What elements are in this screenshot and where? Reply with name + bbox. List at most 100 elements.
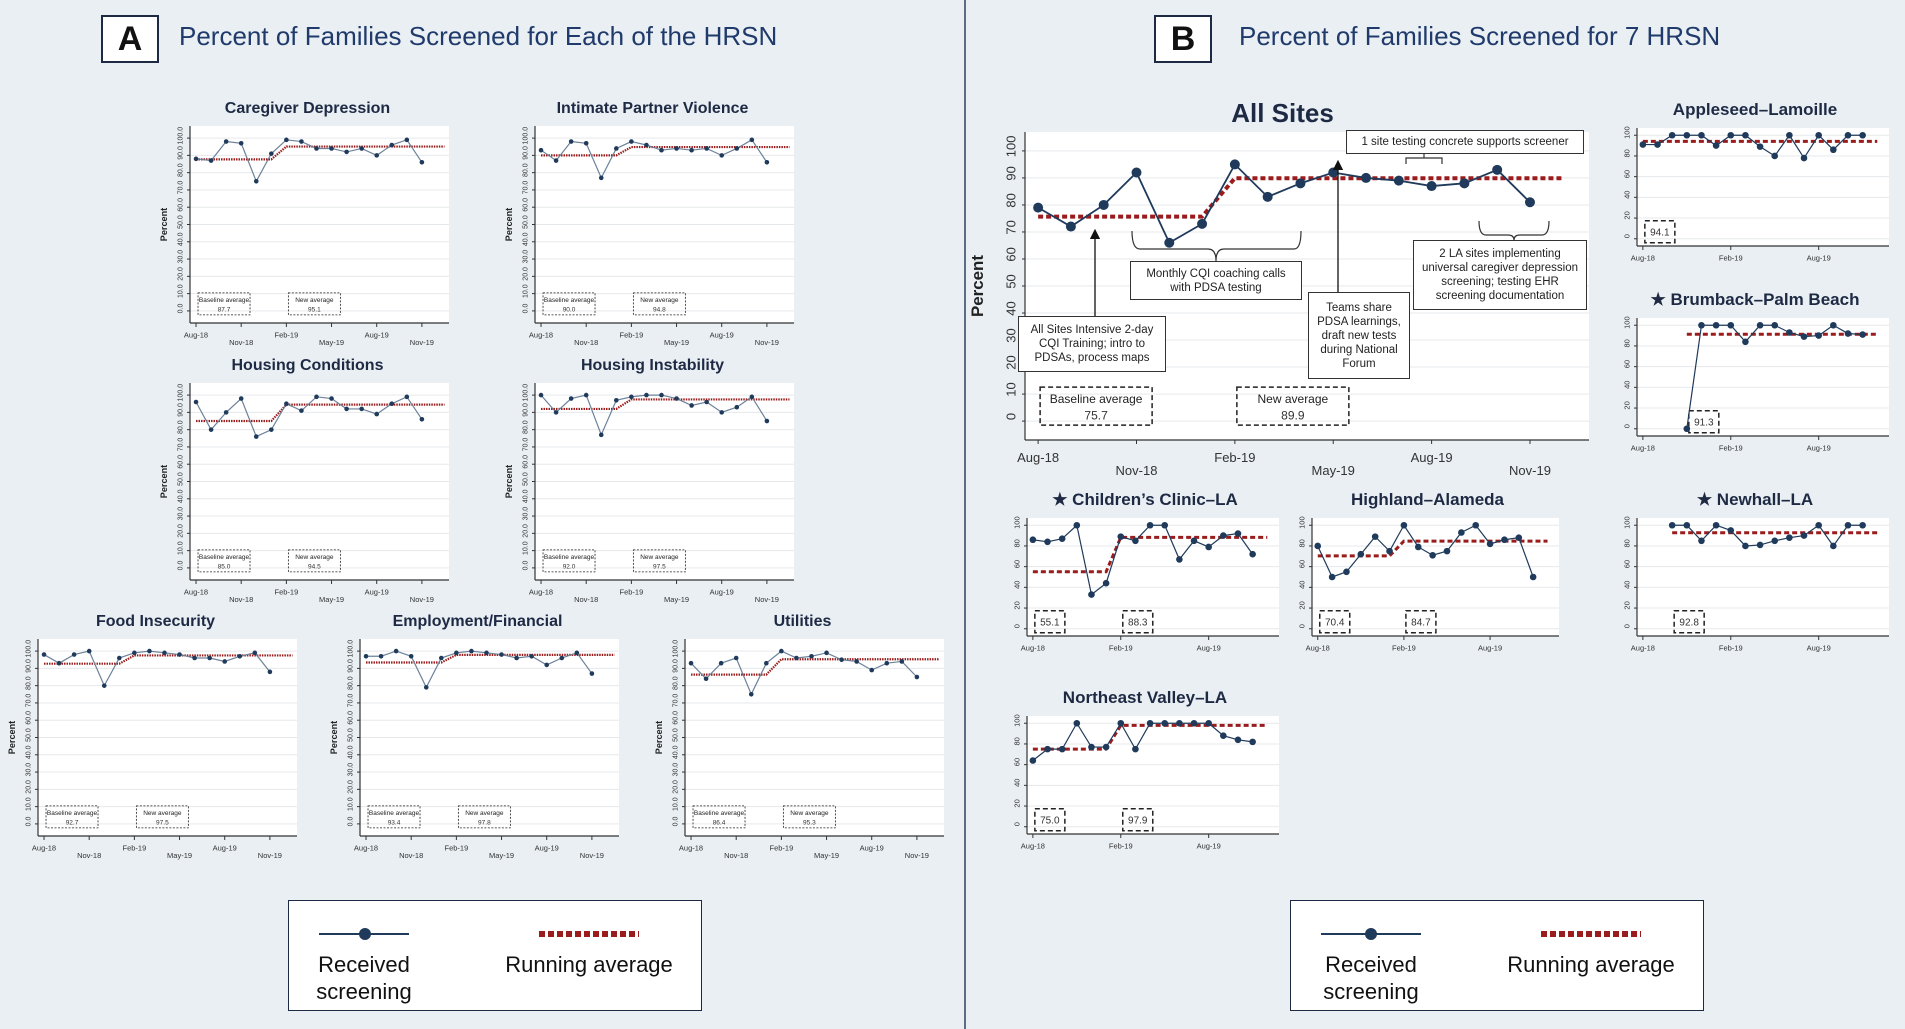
chart-food: Food Insecurity 0.0 10.0 20.0 30.0 40.0 50.0 60… bbox=[8, 613, 303, 868]
y-tick-label: 80 bbox=[1297, 539, 1306, 547]
chart-title: Caregiver Depression bbox=[160, 100, 455, 118]
chart-title-text: Housing Conditions bbox=[231, 357, 384, 374]
average-label-title: Baseline average bbox=[694, 810, 745, 817]
data-point bbox=[419, 416, 425, 422]
data-point bbox=[1844, 131, 1852, 139]
data-point bbox=[794, 655, 799, 661]
y-tick-label: 40.0 bbox=[26, 745, 33, 759]
data-point bbox=[1426, 181, 1437, 192]
y-tick-label: 20.0 bbox=[523, 267, 530, 281]
legend-series-icon bbox=[1321, 928, 1421, 940]
data-point bbox=[1058, 535, 1066, 543]
data-point bbox=[629, 394, 634, 400]
y-tick-label: 100.0 bbox=[673, 640, 680, 658]
data-point bbox=[574, 650, 580, 656]
chart-title-text: All Sites bbox=[1231, 98, 1334, 128]
x-tick-label: Aug-19 bbox=[1807, 644, 1831, 653]
data-point bbox=[359, 406, 364, 412]
data-point bbox=[703, 676, 709, 682]
data-point bbox=[1515, 534, 1523, 541]
data-point bbox=[1815, 521, 1822, 529]
panel-b-letter: B bbox=[1154, 15, 1212, 63]
plot: 0 20 40 60 80 100 Aug-18 Feb-19 Aug-19 70.4 84.7 bbox=[1297, 516, 1559, 653]
data-point bbox=[1815, 332, 1822, 339]
x-tick-label: May-19 bbox=[814, 851, 839, 860]
data-point bbox=[1859, 331, 1866, 338]
average-label-value: 86.4 bbox=[713, 820, 726, 827]
y-tick-label: 20.0 bbox=[673, 780, 680, 794]
x-tick-label: Feb-19 bbox=[1719, 644, 1743, 653]
chart-title: Food Insecurity bbox=[8, 613, 303, 631]
average-label-title: New average bbox=[465, 810, 504, 817]
average-label-box bbox=[135, 805, 189, 829]
data-point bbox=[1771, 321, 1779, 329]
data-point bbox=[1668, 521, 1676, 529]
average-label-value: 92.7 bbox=[66, 820, 79, 827]
data-point bbox=[529, 653, 534, 659]
data-point bbox=[1102, 743, 1110, 751]
y-axis-title: Percent bbox=[970, 255, 987, 317]
data-point bbox=[1146, 719, 1154, 727]
x-tick-label: May-19 bbox=[664, 338, 689, 347]
x-tick-label: Aug-18 bbox=[1021, 644, 1045, 653]
x-tick-label: May-19 bbox=[167, 851, 192, 860]
average-label-box bbox=[1122, 610, 1154, 634]
chart-title-text: Caregiver Depression bbox=[224, 100, 391, 117]
data-point bbox=[1117, 719, 1125, 727]
data-point bbox=[1343, 568, 1350, 576]
data-point bbox=[749, 394, 755, 400]
data-point bbox=[1492, 164, 1503, 175]
data-point bbox=[299, 139, 304, 144]
data-point bbox=[884, 660, 890, 666]
running-average-line bbox=[44, 654, 293, 665]
data-point bbox=[299, 408, 304, 413]
data-point bbox=[809, 653, 814, 659]
data-point bbox=[253, 434, 259, 439]
y-tick-label: 20 bbox=[1003, 355, 1018, 369]
y-tick-label: 30 bbox=[1003, 328, 1018, 342]
data-point bbox=[238, 140, 244, 146]
y-tick-label: 80 bbox=[1003, 193, 1018, 207]
data-point bbox=[553, 158, 559, 163]
data-point bbox=[329, 146, 334, 151]
data-point bbox=[101, 683, 107, 688]
data-point bbox=[1102, 579, 1110, 587]
data-point bbox=[1328, 167, 1339, 178]
data-point bbox=[869, 667, 875, 673]
data-point bbox=[764, 418, 770, 424]
data-point bbox=[1786, 534, 1793, 541]
star-icon: ★ bbox=[1696, 490, 1717, 509]
chart-title: Utilities bbox=[655, 613, 950, 631]
average-label-box bbox=[1318, 610, 1351, 634]
x-tick-label: Aug-18 bbox=[679, 844, 703, 853]
y-tick-label: 0 bbox=[1622, 234, 1631, 238]
data-point bbox=[329, 396, 334, 401]
legend-average-label: Running average bbox=[1507, 952, 1675, 977]
y-tick-label: 100 bbox=[1012, 516, 1021, 529]
x-tick-label: Nov-19 bbox=[410, 595, 434, 604]
data-point bbox=[1800, 532, 1808, 539]
y-tick-label: 10 bbox=[1003, 382, 1018, 396]
data-point bbox=[423, 685, 429, 690]
data-point bbox=[1234, 530, 1242, 537]
x-tick-label: Feb-19 bbox=[619, 331, 643, 340]
x-tick-label: Feb-19 bbox=[1214, 450, 1255, 465]
data-point bbox=[629, 139, 634, 144]
x-tick-label: Nov-19 bbox=[410, 338, 434, 347]
y-tick-label: 20 bbox=[1622, 211, 1631, 219]
y-axis-title: Percent bbox=[655, 721, 664, 754]
y-tick-label: 90.0 bbox=[523, 403, 530, 417]
y-tick-label: 60 bbox=[1622, 560, 1631, 568]
y-tick-label: 100 bbox=[1297, 516, 1306, 529]
y-tick-label: 10.0 bbox=[178, 541, 185, 555]
x-tick-label: Aug-19 bbox=[365, 588, 389, 597]
plot: 0.0 10.0 20.0 30.0 40.0 50.0 60.0 70.0 80.0 90.01… bbox=[505, 383, 794, 604]
chart-title-text: Housing Instability bbox=[580, 357, 725, 374]
data-point bbox=[208, 427, 214, 432]
data-point bbox=[1295, 178, 1306, 189]
y-tick-label: 100.0 bbox=[523, 384, 530, 402]
data-point bbox=[1668, 131, 1676, 139]
data-point bbox=[253, 178, 259, 184]
x-tick-label: Aug-18 bbox=[1306, 644, 1330, 653]
chart-title: Highland–Alameda bbox=[1290, 490, 1565, 510]
